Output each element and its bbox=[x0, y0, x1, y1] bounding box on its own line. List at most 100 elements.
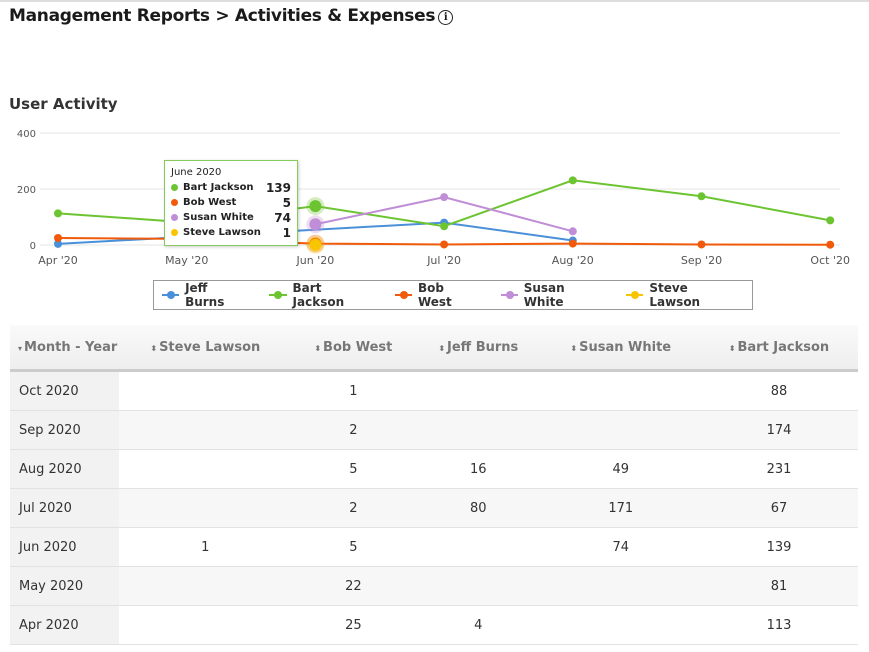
series-dot-icon bbox=[171, 184, 178, 191]
table-cell: 4 bbox=[415, 605, 542, 645]
table-cell: 16 bbox=[415, 449, 542, 489]
legend-marker-icon bbox=[162, 291, 180, 299]
data-point bbox=[826, 216, 835, 225]
x-tick-label: Aug '20 bbox=[552, 254, 594, 267]
table-cell: 171 bbox=[541, 488, 700, 528]
table-cell bbox=[415, 410, 542, 450]
data-point bbox=[309, 238, 322, 251]
sort-icon: ⬍ bbox=[314, 343, 322, 353]
sort-icon: ⬍ bbox=[570, 343, 578, 353]
x-tick-label: Apr '20 bbox=[38, 254, 78, 267]
data-point bbox=[568, 227, 577, 236]
info-circle-icon[interactable]: i bbox=[438, 10, 454, 25]
table-cell: 49 bbox=[541, 449, 700, 489]
table-row: Oct 2020 1 88 bbox=[10, 370, 858, 411]
table-row: May 2020 22 81 bbox=[10, 566, 858, 606]
tooltip-row: Bart Jackson 139 bbox=[171, 180, 291, 195]
legend-marker-icon bbox=[500, 291, 518, 299]
y-tick-label: 0 bbox=[30, 241, 36, 252]
data-point bbox=[440, 193, 449, 202]
tooltip-row: Bob West 5 bbox=[171, 195, 291, 210]
table-cell bbox=[119, 488, 292, 528]
tooltip-value: 139 bbox=[265, 180, 291, 195]
table-cell: 113 bbox=[699, 605, 858, 645]
table-cell: 174 bbox=[699, 410, 858, 450]
table-cell bbox=[541, 370, 700, 411]
data-point bbox=[54, 239, 62, 248]
legend-label: Jeff Burns bbox=[185, 281, 225, 309]
table-cell: Jun 2020 bbox=[10, 527, 119, 567]
table-cell: 139 bbox=[699, 527, 858, 567]
tooltip-title: June 2020 bbox=[171, 167, 222, 178]
activity-table: ▾ Month - Year ⬍ Steve Lawson ⬍ Bob West ⬍ Jeff… bbox=[10, 325, 858, 645]
table-cell: 5 bbox=[291, 527, 416, 567]
table-cell: 1 bbox=[119, 527, 292, 567]
legend-item[interactable]: Bob West bbox=[394, 281, 479, 309]
legend-item[interactable]: Susan White bbox=[500, 281, 605, 309]
table-row: Apr 2020 25 4 113 bbox=[10, 605, 858, 645]
sort-icon: ⬍ bbox=[150, 343, 158, 353]
table-cell: 5 bbox=[291, 449, 416, 489]
table-cell: 81 bbox=[699, 566, 858, 606]
table-cell: 80 bbox=[415, 488, 542, 528]
legend-marker-icon bbox=[269, 291, 287, 299]
legend-item[interactable]: Bart Jackson bbox=[269, 281, 372, 309]
y-tick-label: 200 bbox=[17, 185, 36, 196]
chart-tooltip: June 2020 Bart Jackson 139 Bob West 5 Susan … bbox=[164, 160, 298, 246]
table-cell: Aug 2020 bbox=[10, 449, 119, 489]
table-cell: 2 bbox=[291, 410, 416, 450]
table-cell: 67 bbox=[699, 488, 858, 528]
table-cell: 1 bbox=[291, 370, 416, 411]
table-cell bbox=[415, 527, 542, 567]
table-row: Jul 2020 2 80 171 67 bbox=[10, 488, 858, 528]
column-header[interactable]: ⬍ Bob West bbox=[291, 325, 416, 372]
x-tick-label: Sep '20 bbox=[681, 254, 722, 267]
tooltip-value: 74 bbox=[274, 210, 291, 225]
table-cell bbox=[119, 566, 292, 606]
data-point bbox=[54, 234, 62, 242]
column-header[interactable]: ▾ Month - Year bbox=[10, 325, 119, 372]
data-point bbox=[826, 240, 835, 249]
chart-legend: Jeff Burns Bart Jackson Bob West Susan Whit… bbox=[153, 280, 753, 310]
page-title: Management Reports > Activities & Expens… bbox=[9, 6, 454, 26]
table-cell bbox=[541, 566, 700, 606]
x-tick-label: Oct '20 bbox=[810, 254, 850, 267]
table-cell: Jul 2020 bbox=[10, 488, 119, 528]
chart-title: User Activity bbox=[9, 95, 118, 113]
table-row: Sep 2020 2 174 bbox=[10, 410, 858, 450]
legend-item[interactable]: Jeff Burns bbox=[162, 281, 247, 309]
table-row: Jun 2020 1 5 74 139 bbox=[10, 527, 858, 567]
table-cell: Apr 2020 bbox=[10, 605, 119, 645]
legend-label: Susan White bbox=[523, 281, 565, 309]
table-cell bbox=[119, 605, 292, 645]
table-cell: 25 bbox=[291, 605, 416, 645]
data-point bbox=[54, 209, 62, 218]
column-header[interactable]: ⬍ Steve Lawson bbox=[119, 325, 292, 372]
legend-label: Steve Lawson bbox=[649, 281, 701, 309]
table-cell bbox=[541, 410, 700, 450]
legend-label: Bart Jackson bbox=[292, 281, 345, 309]
table-cell: 2 bbox=[291, 488, 416, 528]
x-tick-label: May '20 bbox=[165, 254, 208, 267]
legend-marker-icon bbox=[626, 291, 644, 299]
column-header[interactable]: ⬍ Jeff Burns bbox=[415, 325, 542, 372]
tooltip-value: 5 bbox=[282, 195, 291, 210]
legend-marker-icon bbox=[394, 291, 412, 299]
tooltip-series: Steve Lawson bbox=[183, 227, 261, 238]
data-point bbox=[568, 176, 577, 185]
tooltip-series: Bob West bbox=[183, 197, 237, 208]
data-point bbox=[440, 240, 449, 249]
data-point bbox=[309, 200, 322, 213]
table-cell bbox=[119, 370, 292, 411]
table-cell: 74 bbox=[541, 527, 700, 567]
sort-icon: ⬍ bbox=[728, 343, 736, 353]
tooltip-series: Susan White bbox=[183, 212, 254, 223]
column-header[interactable]: ⬍ Bart Jackson bbox=[699, 325, 858, 372]
legend-item[interactable]: Steve Lawson bbox=[626, 281, 738, 309]
user-activity-chart: 0 200 400 Apr '20 May '20 Jun '20 Jul '20 Aug '… bbox=[17, 129, 850, 267]
sort-icon: ⬍ bbox=[438, 343, 446, 353]
data-point bbox=[440, 222, 449, 231]
column-header[interactable]: ⬍ Susan White bbox=[541, 325, 700, 372]
sort-desc-icon: ▾ bbox=[18, 343, 23, 353]
table-cell: 22 bbox=[291, 566, 416, 606]
